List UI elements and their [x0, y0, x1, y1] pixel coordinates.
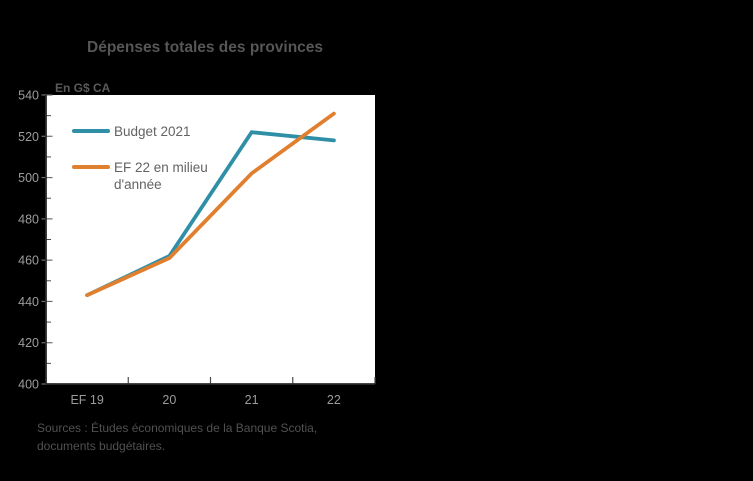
- legend-item-budget-2021: Budget 2021: [72, 123, 208, 140]
- source-line-1: Sources : Études économiques de la Banqu…: [37, 421, 318, 435]
- y-tick-label: 540: [18, 89, 39, 103]
- y-tick-label: 420: [18, 336, 39, 350]
- chart-title: Dépenses totales des provinces: [87, 39, 324, 56]
- legend-item-ef22: EF 22 en milieu d'année: [72, 159, 208, 193]
- source-note: Sources : Études économiques de la Banqu…: [37, 419, 317, 455]
- x-tick-label: 22: [327, 393, 341, 407]
- legend-label-budget-2021: Budget 2021: [114, 123, 191, 140]
- legend-swatch-budget-2021: [72, 129, 110, 133]
- x-tick-label: 21: [245, 393, 259, 407]
- plot-area: [46, 95, 375, 384]
- series-line-1: [85, 111, 336, 298]
- y-tick-label: 440: [18, 295, 39, 309]
- legend-label-line: EF 22 en milieu: [114, 160, 208, 175]
- legend-swatch-ef22: [72, 165, 110, 169]
- y-tick-label: 500: [18, 171, 39, 185]
- y-tick-label: 520: [18, 130, 39, 144]
- y-axis-unit-label: En G$ CA: [55, 81, 111, 95]
- chart-legend: Budget 2021 EF 22 en milieu d'année: [72, 123, 208, 212]
- y-tick-label: 400: [18, 378, 39, 392]
- legend-label-ef22: EF 22 en milieu d'année: [114, 159, 208, 193]
- y-tick-label: 480: [18, 212, 39, 226]
- y-tick-label: 460: [18, 254, 39, 268]
- legend-label-line: Budget 2021: [114, 124, 191, 139]
- x-tick-label: 20: [162, 393, 176, 407]
- legend-label-line: d'année: [114, 177, 162, 192]
- x-tick-label: EF 19: [70, 393, 103, 407]
- source-line-2: documents budgétaires.: [37, 439, 166, 453]
